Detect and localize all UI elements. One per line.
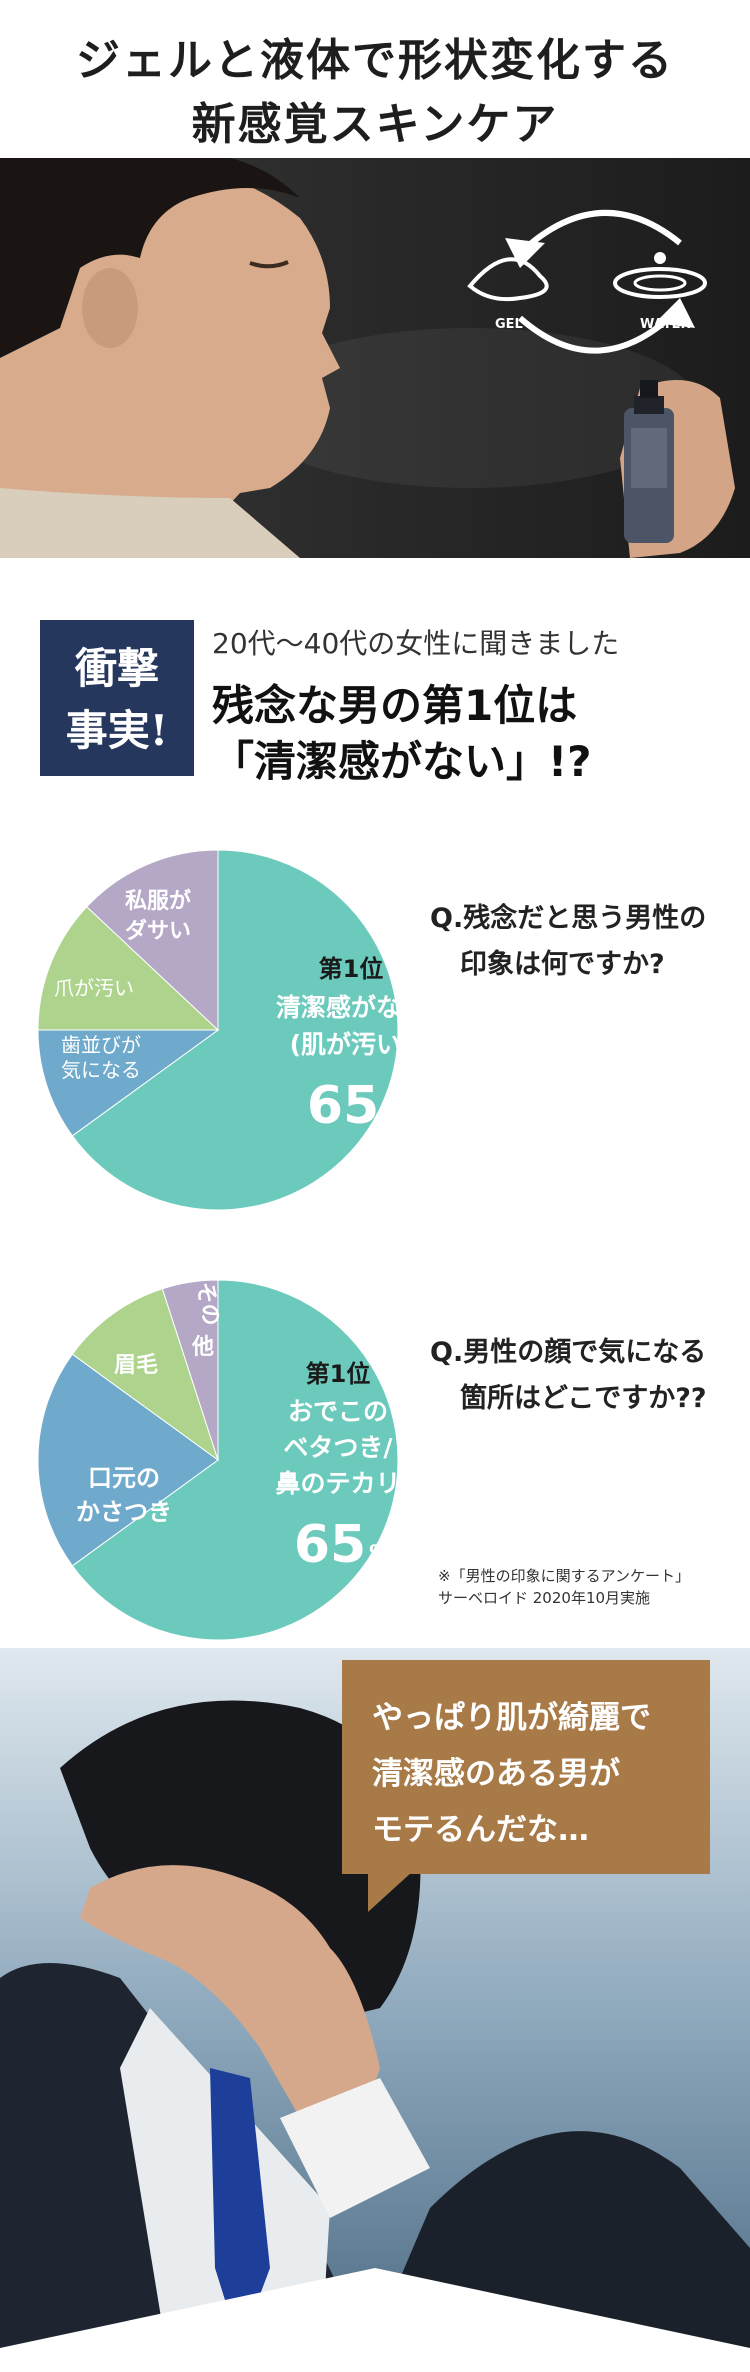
survey1-label-clothes-1: 私服が (125, 888, 191, 914)
survey2-rank: 第1位 (306, 1360, 371, 1388)
survey1-label-teeth-1: 歯並びが (61, 1033, 141, 1057)
source-note-line1: ※「男性の印象に関するアンケート」 (438, 1567, 690, 1585)
survey2-pie-svg: 第1位 おでこの ベタつき/ 鼻のテカリ 65 % 口元の かさつき 眉毛 その… (37, 1279, 401, 1641)
survey2-label-other-2: 他 (191, 1335, 214, 1360)
hero-image: GEL WATER (0, 158, 750, 558)
headline-line1: ジェルと液体で形状変化する (76, 35, 674, 86)
survey2-percent-unit: % (369, 1540, 393, 1568)
survey1-percent: 65 (307, 1076, 379, 1136)
pie2-slice-1 (37, 1353, 219, 1567)
pie1-slice-1 (37, 1029, 220, 1137)
badge-line1: 衝撃 (74, 644, 159, 693)
survey1-rank: 第1位 (319, 955, 384, 983)
survey1-pie-chart: 第1位 清潔感がない (肌が汚い) 65 % 歯並びが 気になる 爪が汚い 私服… (28, 840, 426, 1224)
survey2-question-line2: 箇所はどこですか?? (460, 1383, 707, 1414)
speech-bubble: やっぱり肌が綺麗で 清潔感のある男が モテるんだな… (342, 1660, 710, 1912)
pie2-slice-2 (71, 1288, 219, 1462)
pie1-slice-3 (86, 849, 219, 1032)
pie2-slice-3 (161, 1279, 219, 1461)
survey2-label-eyebrows: 眉毛 (114, 1353, 158, 1378)
survey2-label-mouth-1: 口元の (88, 1464, 160, 1492)
survey2-percent: 65 (294, 1515, 366, 1575)
hero-illustration: GEL WATER (0, 158, 735, 558)
gel-label: GEL (495, 317, 523, 332)
pie1-slice-0 (71, 849, 399, 1211)
fact-main-line2: 「清潔感がない」!? (212, 737, 592, 786)
fact-subtitle: 20代〜40代の女性に聞きました (212, 627, 620, 660)
survey2-top-line3: 鼻のテカリ (275, 1469, 400, 1498)
bubble-tail (368, 1872, 412, 1912)
bubble-line3: モテるんだな… (372, 1812, 589, 1848)
pie2-slice-0 (71, 1279, 399, 1641)
fact-badge: 衝撃 事実! (40, 620, 194, 776)
badge-line2: 事実! (65, 706, 169, 755)
survey2-question-line1: Q.男性の顔で気になる (430, 1337, 707, 1368)
pie1-slice-2 (37, 906, 220, 1031)
survey1-question: Q.残念だと思う男性の 印象は何ですか? (430, 896, 706, 988)
survey2-top-line1: おでこの (288, 1397, 388, 1426)
headline-line2: 新感覚スキンケア (191, 99, 559, 150)
shocking-fact: 衝撃 事実! 20代〜40代の女性に聞きました 残念な男の第1位は 「清潔感がな… (40, 620, 720, 786)
survey1-top-line2: (肌が汚い) (290, 1030, 413, 1059)
survey2-label-mouth-2: かさつき (76, 1498, 172, 1526)
fact-main-line1: 残念な男の第1位は (212, 681, 578, 730)
survey2-pie-chart: 第1位 おでこの ベタつき/ 鼻のテカリ 65 % 口元の かさつき 眉毛 その… (28, 1270, 408, 1654)
survey1-percent-unit: % (382, 1101, 406, 1129)
page-header: ジェルと液体で形状変化する 新感覚スキンケア (0, 0, 750, 158)
bubble-line2: 清潔感のある男が (372, 1756, 620, 1792)
survey1-question-line1: Q.残念だと思う男性の (430, 903, 707, 934)
survey1-top-line1: 清潔感がない (276, 993, 426, 1022)
survey1-label-teeth-2: 気になる (61, 1058, 141, 1082)
survey1-pie-svg: 第1位 清潔感がない (肌が汚い) 65 % 歯並びが 気になる 爪が汚い 私服… (37, 849, 426, 1211)
survey2-question: Q.男性の顔で気になる 箇所はどこですか?? (430, 1330, 707, 1422)
survey1-label-nails: 爪が汚い (54, 976, 134, 1000)
survey1-question-line2: 印象は何ですか? (460, 949, 665, 980)
survey2-top-line2: ベタつき/ (283, 1433, 393, 1462)
survey1-label-clothes-2: ダサい (125, 918, 191, 944)
bubble-line1: やっぱり肌が綺麗で (372, 1700, 651, 1736)
source-note: ※「男性の印象に関するアンケート」 サーベロイド 2020年10月実施 (438, 1565, 690, 1609)
water-label: WATER (640, 317, 691, 332)
source-note-line2: サーベロイド 2020年10月実施 (438, 1589, 651, 1607)
